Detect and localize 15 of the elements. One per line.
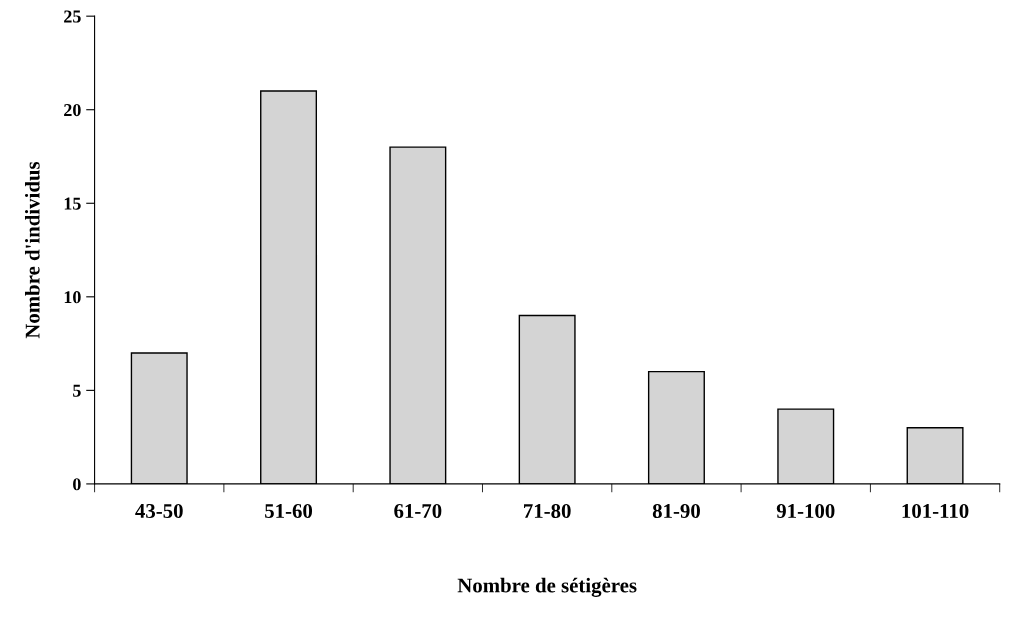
x-tick-label: 43-50 [135, 503, 183, 519]
y-tick-label: 0 [73, 478, 81, 491]
y-tick-label: 15 [64, 197, 81, 210]
y-tick-label: 20 [64, 103, 81, 117]
x-axis-title: Nombre de sétigères [457, 577, 637, 597]
x-tick-label: 51-60 [265, 503, 313, 519]
x-tick-label: 91-100 [776, 503, 835, 519]
y-tick-label: 25 [64, 10, 81, 23]
x-tick-label: 71-80 [524, 503, 571, 519]
y-axis-title: Nombre d'individus [24, 161, 40, 339]
y-tick-label: 5 [73, 384, 81, 397]
x-tick-label: 101-110 [902, 503, 969, 519]
y-tick-label: 10 [64, 291, 81, 304]
x-tick-label: 61-70 [394, 503, 442, 519]
x-tick-label: 81-90 [652, 503, 700, 519]
